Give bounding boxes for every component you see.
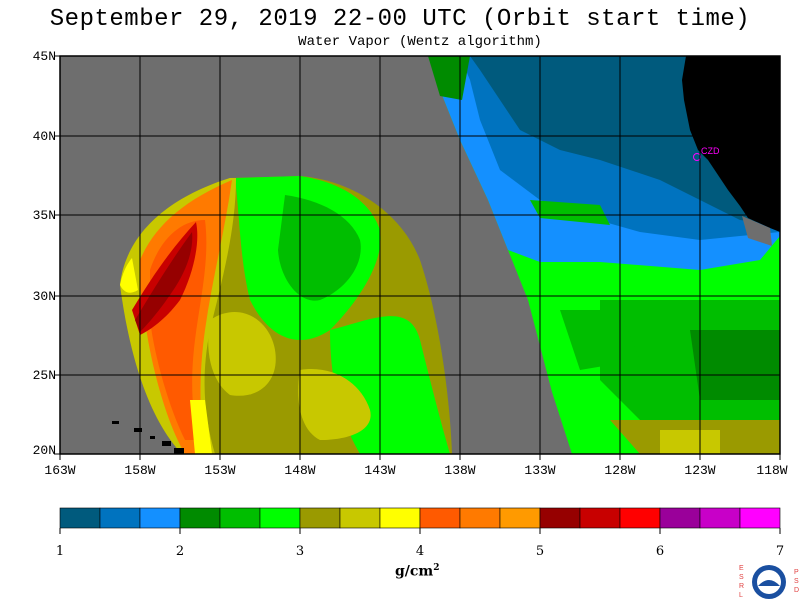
lon-label-158w: 158W xyxy=(124,463,156,478)
lon-label-123w: 123W xyxy=(684,463,716,478)
colorbar-swatch xyxy=(699,507,741,529)
colorbar-swatch xyxy=(339,507,381,529)
lat-label-35n: 35N xyxy=(32,208,56,223)
colorbar-swatch xyxy=(259,507,301,529)
lon-label-153w: 153W xyxy=(204,463,236,478)
lat-label-30n: 30N xyxy=(32,289,56,304)
colorbar-swatch xyxy=(619,507,661,529)
colorbar-swatch xyxy=(299,507,341,529)
land-mass xyxy=(682,56,780,232)
colorbar-label-6: 6 xyxy=(655,544,665,559)
colorbar-swatch xyxy=(59,507,101,529)
colorbar-swatch xyxy=(419,507,461,529)
lon-label-133w: 133W xyxy=(524,463,556,478)
lon-label-148w: 148W xyxy=(284,463,316,478)
colorbar-label-1: 1 xyxy=(55,544,65,559)
colorbar-swatch xyxy=(379,507,421,529)
lon-label-163w: 163W xyxy=(44,463,76,478)
colorbar-swatch xyxy=(739,507,781,529)
colorbar-label-2: 2 xyxy=(175,544,185,559)
axis-ticks xyxy=(54,55,781,460)
lat-label-45n: 45N xyxy=(32,49,56,64)
map-title: September 29, 2019 22-00 UTC (Orbit star… xyxy=(49,6,751,33)
lon-label-118w: 118W xyxy=(756,463,788,478)
svg-text:R: R xyxy=(739,583,744,590)
colorbar-swatch xyxy=(179,507,221,529)
colorbar-swatch xyxy=(499,507,541,529)
svg-text:E: E xyxy=(739,565,744,572)
svg-text:S: S xyxy=(794,578,799,585)
lon-label-138w: 138W xyxy=(444,463,476,478)
station-label: CZD xyxy=(701,146,720,156)
colorbar-swatch xyxy=(579,507,621,529)
colorbar-label-3: 3 xyxy=(295,544,305,559)
colorbar-swatch xyxy=(659,507,701,529)
grid-lines xyxy=(60,56,780,454)
colorbar-swatch xyxy=(459,507,501,529)
colorbar xyxy=(59,507,781,534)
noaa-logo: E S R L P S D xyxy=(738,560,800,600)
colorbar-label-5: 5 xyxy=(535,544,545,559)
svg-text:P: P xyxy=(794,569,799,576)
svg-text:L: L xyxy=(739,592,743,599)
svg-text:D: D xyxy=(794,587,799,594)
lat-label-20n: 20N xyxy=(32,443,56,458)
colorbar-swatch xyxy=(99,507,141,529)
hawaii-islands xyxy=(112,421,184,454)
land-coastal-gray xyxy=(742,216,772,246)
map-frame xyxy=(59,55,781,455)
lat-label-25n: 25N xyxy=(32,368,56,383)
lon-label-128w: 128W xyxy=(604,463,636,478)
colorbar-swatch xyxy=(539,507,581,529)
lat-label-40n: 40N xyxy=(32,129,56,144)
colorbar-swatch xyxy=(139,507,181,529)
colorbar-unit: g/cm2 xyxy=(395,563,440,580)
colorbar-label-4: 4 xyxy=(415,544,425,559)
colorbar-swatch xyxy=(219,507,261,529)
colorbar-label-7: 7 xyxy=(775,544,785,559)
lon-label-143w: 143W xyxy=(364,463,396,478)
map-subtitle: Water Vapor (Wentz algorithm) xyxy=(298,34,542,50)
svg-text:S: S xyxy=(739,574,744,581)
